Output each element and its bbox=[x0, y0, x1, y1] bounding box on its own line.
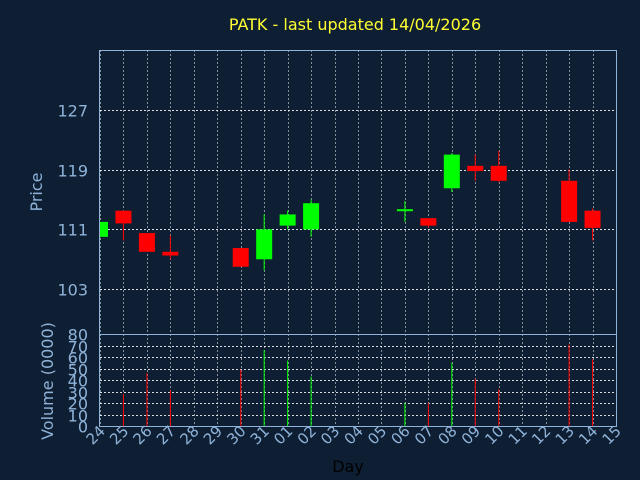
candle-body bbox=[490, 165, 507, 181]
candle-31 bbox=[256, 214, 273, 271]
candle-08 bbox=[443, 153, 460, 192]
price-tick-label: 103 bbox=[57, 281, 88, 300]
candle-body bbox=[561, 180, 578, 222]
volume-grid bbox=[100, 334, 617, 427]
volume-tick-label: 50 bbox=[68, 361, 88, 380]
candle-body bbox=[115, 210, 132, 224]
candle-30 bbox=[232, 248, 249, 267]
volume-tick-label: 20 bbox=[68, 395, 88, 414]
candle-body bbox=[232, 248, 249, 267]
candle-07 bbox=[420, 218, 437, 228]
volume-panel-frame bbox=[99, 334, 617, 427]
candle-body bbox=[467, 165, 484, 172]
candle-body bbox=[162, 251, 179, 256]
candle-body bbox=[138, 233, 155, 252]
volume-tick-label: 30 bbox=[68, 384, 88, 403]
candle-body bbox=[256, 229, 273, 260]
price-tick-label: 119 bbox=[57, 162, 88, 181]
volume-axis-label: Volume (0000) bbox=[38, 322, 57, 440]
volume-tick-label: 60 bbox=[68, 349, 88, 368]
candle-body bbox=[279, 214, 296, 226]
price-tick-label: 127 bbox=[57, 102, 88, 121]
volume-tick-label: 10 bbox=[68, 407, 88, 426]
candle-body bbox=[100, 221, 108, 237]
candle-body bbox=[303, 203, 320, 230]
candle-body bbox=[443, 154, 460, 189]
x-axis-label: Day bbox=[332, 457, 364, 476]
candle-10 bbox=[490, 150, 507, 183]
candle-body bbox=[584, 210, 601, 228]
candle-09 bbox=[467, 154, 484, 181]
volume-tick-label: 0 bbox=[78, 418, 88, 437]
candle-body bbox=[420, 218, 437, 226]
price-axis-label: Price bbox=[27, 172, 46, 211]
candle-27 bbox=[162, 235, 179, 260]
volume-tick-label: 70 bbox=[68, 338, 88, 357]
price-tick-labels: 103 111 119 127 bbox=[57, 102, 88, 300]
volume-bars bbox=[122, 344, 594, 426]
candle-06 bbox=[396, 200, 413, 222]
candle-24 bbox=[99, 221, 108, 237]
candle-26 bbox=[138, 233, 155, 252]
candle-body bbox=[396, 209, 413, 212]
candle-13 bbox=[561, 169, 578, 222]
volume-tick-label: 80 bbox=[68, 326, 88, 345]
price-grid bbox=[100, 50, 617, 334]
volume-tick-label: 40 bbox=[68, 372, 88, 391]
candle-14 bbox=[584, 208, 601, 241]
candle-01 bbox=[279, 210, 296, 230]
candles bbox=[99, 150, 601, 271]
chart-title: PATK - last updated 14/04/2026 bbox=[229, 15, 481, 34]
candle-25 bbox=[115, 210, 132, 241]
candle-02 bbox=[303, 199, 320, 237]
price-tick-label: 111 bbox=[57, 221, 88, 240]
